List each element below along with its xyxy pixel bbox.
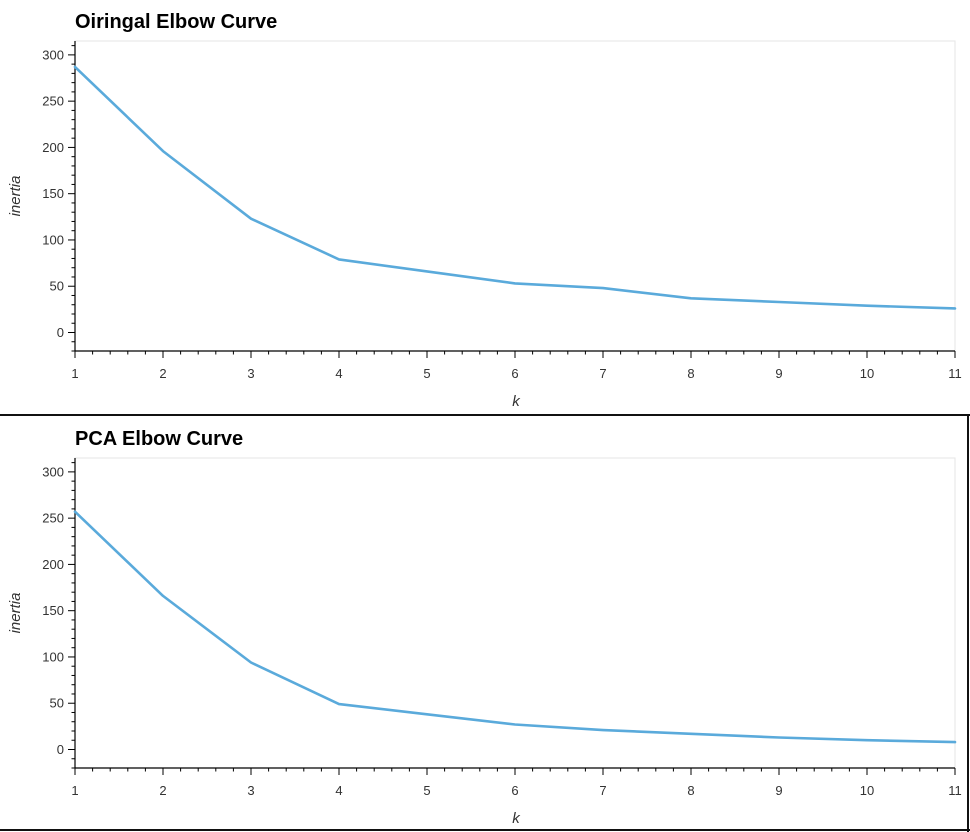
plot-frame [74, 457, 956, 769]
x-tick-label: 5 [423, 783, 430, 798]
x-tick-label: 8 [687, 783, 694, 798]
x-tick-label: 8 [687, 366, 694, 381]
y-axis: 0 50 100 150 200 250 300 [42, 458, 76, 769]
pca-elbow-chart: PCA Elbow Curve 0 50 100 150 200 250 300 1 2 3 4 5… [7, 428, 962, 827]
chart-title: PCA Elbow Curve [75, 428, 243, 450]
x-tick-label: 3 [247, 783, 254, 798]
x-tick-label: 4 [335, 783, 342, 798]
x-tick-label: 6 [511, 366, 518, 381]
y-tick-label: 300 [42, 464, 64, 479]
y-tick-label: 250 [42, 94, 64, 109]
series-line [73, 65, 957, 310]
x-tick-label: 10 [860, 366, 874, 381]
y-tick-label: 250 [42, 511, 64, 526]
x-tick-label: 5 [423, 366, 430, 381]
x-tick-label: 7 [599, 783, 606, 798]
chart-title: Oiringal Elbow Curve [75, 11, 277, 33]
y-axis-label: inertia [7, 176, 24, 217]
y-tick-label: 50 [50, 279, 64, 294]
y-tick-label: 200 [42, 557, 64, 572]
series-line [73, 510, 957, 744]
x-tick-label: 6 [511, 783, 518, 798]
x-tick-label: 9 [775, 783, 782, 798]
x-tick-label: 4 [335, 366, 342, 381]
x-tick-label: 11 [948, 366, 962, 381]
x-axis: 1 2 3 4 5 6 7 8 9 10 11 [71, 350, 962, 381]
x-tick-label: 9 [775, 366, 782, 381]
original-elbow-chart: Oiringal Elbow Curve 050100150200250300 … [7, 11, 962, 410]
y-tick-label: 150 [42, 603, 64, 618]
y-tick-label: 300 [42, 47, 64, 62]
x-axis-label: k [512, 393, 521, 410]
y-tick-label: 100 [42, 232, 64, 247]
y-tick-label: 0 [57, 742, 64, 757]
x-tick-label: 7 [599, 366, 606, 381]
y-axis-label: inertia [7, 593, 24, 634]
plot-lines [73, 510, 957, 744]
x-tick-label: 3 [247, 366, 254, 381]
y-tick-label: 200 [42, 140, 64, 155]
x-tick-label: 10 [860, 783, 874, 798]
x-tick-label: 2 [159, 366, 166, 381]
y-tick-label: 50 [50, 696, 64, 711]
x-axis-label: k [512, 810, 521, 827]
x-tick-label: 2 [159, 783, 166, 798]
y-tick-label: 0 [57, 325, 64, 340]
y-axis: 0 50 100 150 200 250 300 [42, 41, 76, 352]
x-axis: 1 2 3 4 5 6 7 8 9 10 11 [71, 767, 962, 798]
y-tick-label: 100 [42, 649, 64, 664]
y-tick-label: 150 [42, 186, 64, 201]
x-tick-label: 1 [71, 366, 78, 381]
plot-lines [73, 65, 957, 310]
x-tick-label: 11 [948, 783, 962, 798]
x-tick-label: 1 [71, 783, 78, 798]
